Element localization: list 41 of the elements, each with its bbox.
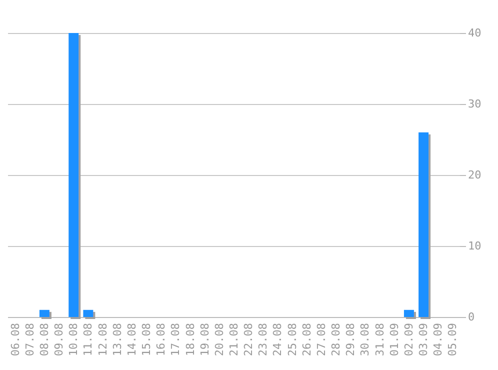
x-tick-label: 30.08 — [358, 323, 372, 356]
x-tick-label: 22.08 — [242, 323, 256, 356]
y-tick-label: 30 — [468, 98, 482, 110]
x-tick-label: 05.09 — [446, 323, 460, 356]
x-tick-label: 10.08 — [67, 323, 80, 356]
x-tick-label: 16.08 — [154, 323, 168, 356]
x-tick-label: 28.08 — [330, 323, 343, 356]
x-tick-label: 15.08 — [140, 323, 154, 356]
x-tick-label: 02.09 — [402, 323, 416, 356]
bar — [404, 310, 414, 317]
x-tick-label: 01.09 — [388, 323, 401, 356]
x-tick-label: 26.08 — [300, 323, 314, 356]
y-tick-label: 40 — [468, 26, 482, 40]
x-tick-label: 06.08 — [8, 323, 22, 356]
x-tick-label: 09.08 — [52, 323, 66, 356]
x-tick-label: 13.08 — [110, 323, 124, 356]
x-tick-label: 11.08 — [82, 323, 95, 356]
x-tick-label: 18.08 — [184, 323, 197, 356]
y-tick-label: 20 — [468, 168, 482, 182]
x-tick-label: 14.08 — [125, 323, 138, 356]
x-tick-label: 20.08 — [212, 323, 226, 356]
y-tick-label: 10 — [468, 240, 482, 252]
x-tick-label: 03.09 — [417, 323, 430, 356]
x-tick-label: 24.08 — [271, 323, 284, 356]
x-tick-label: 23.08 — [256, 323, 270, 356]
x-tick-label: 08.08 — [38, 323, 51, 356]
y-tick-label: 0 — [468, 310, 475, 324]
x-tick-label: 25.08 — [286, 323, 299, 356]
x-tick-label: 17.08 — [169, 323, 182, 356]
x-tick-label: 31.08 — [373, 323, 386, 356]
x-tick-label: 19.08 — [198, 323, 212, 356]
x-tick-label: 12.08 — [96, 323, 110, 356]
x-tick-label: 07.08 — [23, 323, 36, 356]
x-tick-label: 04.09 — [432, 323, 445, 356]
bar — [68, 33, 79, 317]
bar — [39, 310, 50, 317]
bar — [418, 132, 429, 317]
x-tick-label: 29.08 — [344, 323, 358, 356]
x-tick-label: 27.08 — [314, 323, 328, 356]
bar — [83, 310, 94, 317]
x-tick-label: 21.08 — [228, 323, 240, 356]
